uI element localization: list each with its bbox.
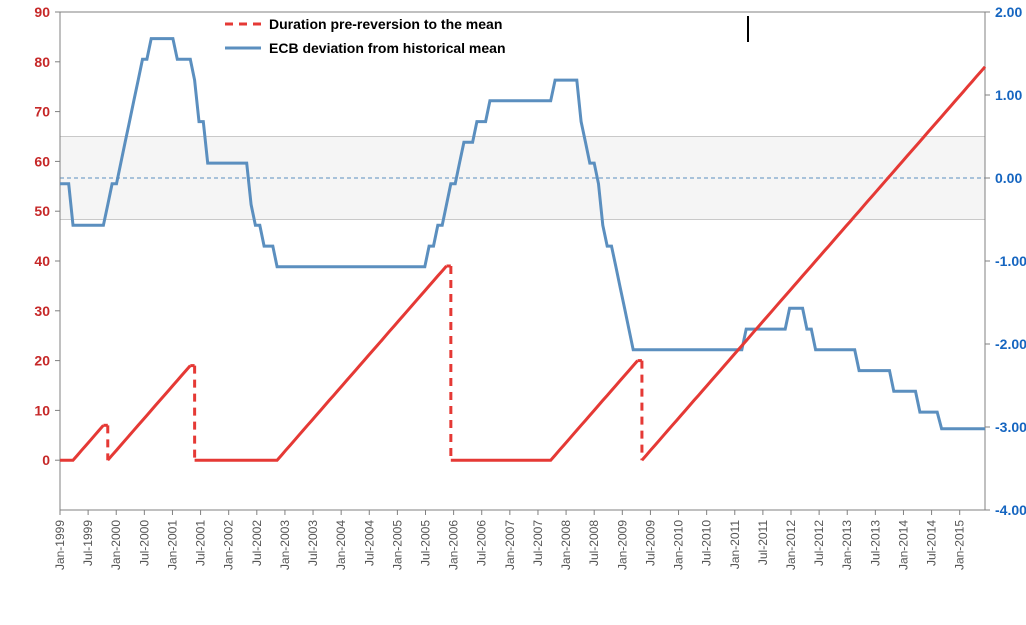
x-tick-label: Jul-2014 — [925, 520, 939, 566]
x-tick-label: Jul-1999 — [81, 520, 95, 566]
x-tick-label: Jan-2000 — [109, 520, 123, 570]
legend-label: ECB deviation from historical mean — [269, 40, 506, 56]
legend-label: Duration pre-reversion to the mean — [269, 16, 502, 32]
x-tick-label: Jan-2007 — [503, 520, 517, 570]
y-left-tick-label: 10 — [34, 402, 50, 418]
y-left-tick-label: 20 — [34, 353, 50, 369]
y-right-tick-label: -3.00 — [995, 419, 1026, 435]
y-left-tick-label: 70 — [34, 104, 50, 120]
x-tick-label: Jan-2011 — [728, 520, 742, 569]
x-tick-label: Jul-2001 — [194, 520, 208, 566]
x-tick-label: Jan-2006 — [447, 520, 461, 570]
y-left-tick-label: 30 — [34, 303, 50, 319]
x-tick-label: Jan-2014 — [896, 520, 910, 570]
x-tick-label: Jul-2003 — [306, 520, 320, 566]
x-tick-label: Jan-2003 — [278, 520, 292, 570]
plot-border — [60, 12, 985, 510]
x-tick-label: Jan-2005 — [390, 520, 404, 570]
x-tick-label: Jul-2009 — [643, 520, 657, 566]
x-tick-label: Jan-2013 — [840, 520, 854, 570]
x-tick-label: Jan-2015 — [953, 520, 967, 570]
series-duration-segment — [451, 361, 638, 461]
x-tick-label: Jan-1999 — [53, 520, 67, 570]
y-right-tick-label: -1.00 — [995, 253, 1026, 269]
series-duration-segment — [60, 425, 103, 460]
y-right-tick-label: -2.00 — [995, 336, 1026, 352]
series-duration-segment — [642, 67, 985, 460]
x-tick-label: Jul-2013 — [868, 520, 882, 566]
y-left-tick-label: 50 — [34, 203, 50, 219]
x-tick-label: Jul-2010 — [700, 520, 714, 566]
x-tick-label: Jul-2004 — [362, 520, 376, 566]
x-tick-label: Jan-2009 — [615, 520, 629, 570]
y-right-tick-label: 1.00 — [995, 87, 1022, 103]
x-tick-label: Jul-2005 — [419, 520, 433, 566]
y-right-tick-label: 2.00 — [995, 4, 1022, 20]
x-tick-label: Jan-2008 — [559, 520, 573, 570]
series-ecb-line — [60, 39, 985, 429]
x-tick-label: Jul-2007 — [531, 520, 545, 566]
x-tick-label: Jan-2012 — [784, 520, 798, 570]
x-tick-label: Jan-2002 — [222, 520, 236, 570]
y-left-tick-label: 0 — [42, 452, 50, 468]
x-tick-label: Jul-2000 — [137, 520, 151, 566]
chart-container: 0 10 20 30 40 50 60 70 80 90 -4.00 -3.00 -2.00 -1.00 0… — [0, 0, 1026, 625]
y-left-tick-label: 60 — [34, 153, 50, 169]
series-duration-segment — [108, 366, 191, 461]
x-tick-label: Jan-2001 — [165, 520, 179, 570]
x-tick-label: Jul-2006 — [475, 520, 489, 566]
chart-svg: 0 10 20 30 40 50 60 70 80 90 -4.00 -3.00 -2.00 -1.00 0… — [0, 0, 1026, 625]
x-tick-label: Jul-2002 — [250, 520, 264, 566]
y-right-tick-label: 0.00 — [995, 170, 1022, 186]
x-tick-label: Jul-2012 — [812, 520, 826, 566]
y-left-tick-label: 40 — [34, 253, 50, 269]
y-left-tick-label: 90 — [34, 4, 50, 20]
y-right-tick-label: -4.00 — [995, 502, 1026, 518]
series-duration-segment — [195, 266, 447, 460]
y-left-tick-label: 80 — [34, 54, 50, 70]
x-tick-label: Jul-2011 — [756, 520, 770, 565]
x-tick-label: Jul-2008 — [587, 520, 601, 566]
x-tick-label: Jan-2004 — [334, 520, 348, 570]
x-tick-label: Jan-2010 — [672, 520, 686, 570]
legend: Duration pre-reversion to the mean ECB de… — [225, 16, 506, 56]
